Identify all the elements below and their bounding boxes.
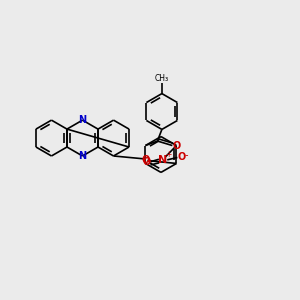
Text: O: O xyxy=(142,157,151,167)
Text: +: + xyxy=(165,150,172,159)
Text: O: O xyxy=(172,140,181,151)
Text: O: O xyxy=(142,155,150,165)
Text: N: N xyxy=(78,151,87,161)
Text: CH₃: CH₃ xyxy=(155,74,169,83)
Text: N: N xyxy=(158,155,168,166)
Text: N: N xyxy=(78,115,87,125)
Text: O: O xyxy=(177,152,186,163)
Text: -: - xyxy=(184,150,188,160)
